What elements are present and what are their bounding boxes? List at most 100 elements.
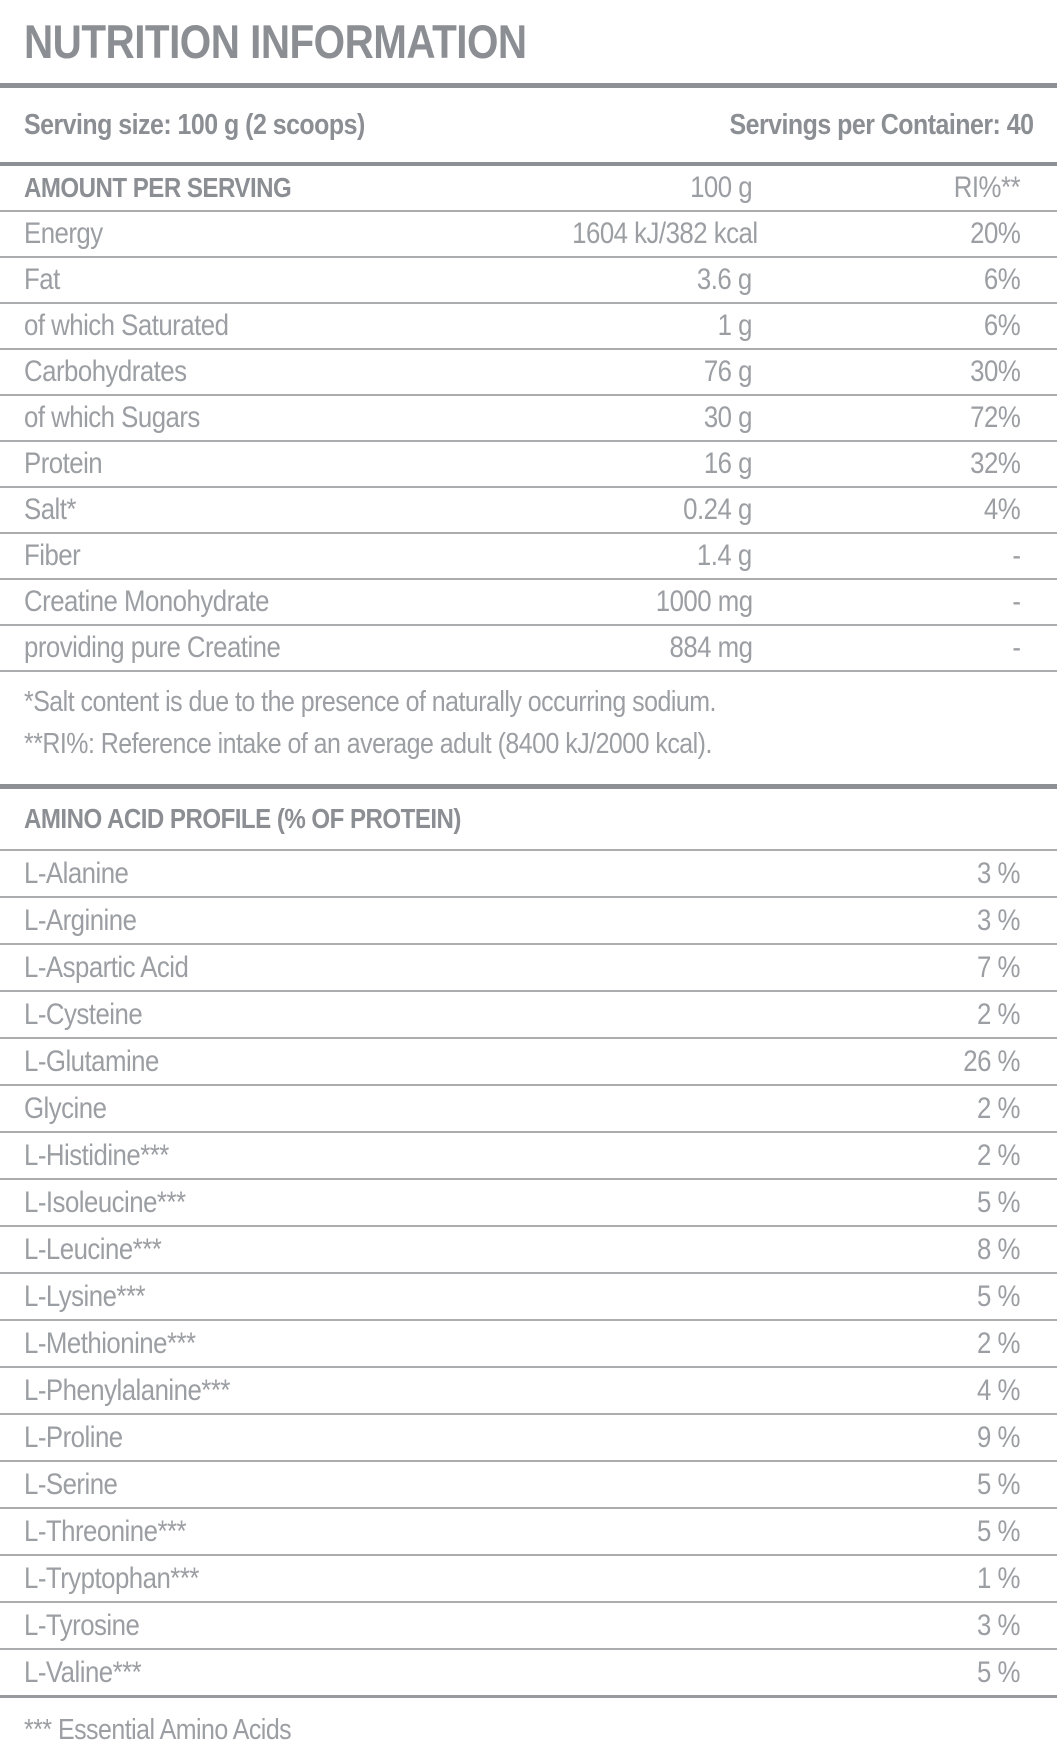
- amino-acid-name: L-Isoleucine***: [0, 1179, 723, 1227]
- nutrient-row: Fat 3.6 g 6%: [0, 257, 1057, 304]
- amino-acid-percent: 9 %: [722, 1414, 1057, 1462]
- nutrient-amount: 1 g: [542, 303, 753, 350]
- amino-acid-percent: 2 %: [722, 991, 1057, 1039]
- page-title: NUTRITION INFORMATION: [24, 15, 527, 68]
- amino-acid-name: L-Lysine***: [0, 1273, 723, 1321]
- amino-acid-percent: 3 %: [722, 897, 1057, 945]
- amino-acid-name: L-Arginine: [0, 897, 723, 945]
- nutrient-ri-percent: 4%: [752, 487, 1057, 534]
- amino-acid-row: L-Lysine*** 5 %: [0, 1273, 1057, 1321]
- amino-acid-table: L-Alanine 3 % L-Arginine 3 % L-Aspartic Acid…: [0, 851, 1057, 1698]
- amino-acid-row: L-Aspartic Acid 7 %: [0, 944, 1057, 992]
- amino-acid-row: L-Tryptophan*** 1 %: [0, 1555, 1057, 1603]
- nutrient-ri-percent: 30%: [752, 349, 1057, 396]
- nutrient-row: Fiber 1.4 g-: [0, 533, 1057, 580]
- amino-acid-row: L-Alanine 3 %: [0, 851, 1057, 898]
- amino-acid-row: L-Methionine*** 2 %: [0, 1320, 1057, 1368]
- amino-acid-row: L-Isoleucine*** 5 %: [0, 1179, 1057, 1227]
- amino-acid-row: L-Leucine*** 8 %: [0, 1226, 1057, 1274]
- nutrient-row: Salt* 0.24 g 4%: [0, 487, 1057, 534]
- amino-acid-percent: 2 %: [722, 1320, 1057, 1368]
- divider-footnotes: [0, 784, 1057, 789]
- amino-acid-row: L-Valine*** 5 %: [0, 1649, 1057, 1698]
- nutrient-ri-percent: -: [752, 625, 1057, 672]
- amino-acid-row: L-Histidine*** 2 %: [0, 1132, 1057, 1180]
- nutrient-label: Fat: [0, 257, 543, 304]
- amino-acid-name: L-Alanine: [0, 851, 723, 898]
- amino-acid-name: L-Glutamine: [0, 1038, 723, 1086]
- nutrient-amount: 1604 kJ/382 kcal: [542, 211, 758, 258]
- amino-acid-name: L-Proline: [0, 1414, 723, 1462]
- amino-acid-row: Glycine 2 %: [0, 1085, 1057, 1133]
- amino-acid-row: L-Proline 9 %: [0, 1414, 1057, 1462]
- nutrition-footnotes: *Salt content is due to the presence of …: [0, 672, 1057, 784]
- nutrient-ri-percent: 32%: [752, 441, 1057, 488]
- header-amount-column: 100 g: [542, 166, 753, 212]
- nutrient-row: Protein 16 g 32%: [0, 441, 1057, 488]
- nutrient-amount: 16 g: [542, 441, 753, 488]
- serving-band: Serving size: 100 g (2 scoops) Servings …: [0, 88, 1057, 162]
- amino-acid-name: L-Leucine***: [0, 1226, 723, 1274]
- nutrient-row: Carbohydrates 76 g 30%: [0, 349, 1057, 396]
- amino-acid-row: L-Serine 5 %: [0, 1461, 1057, 1509]
- nutrient-ri-percent: 6%: [752, 257, 1057, 304]
- servings-per-container-label: Servings per Container: 40: [729, 108, 1033, 141]
- amino-acid-percent: 7 %: [722, 944, 1057, 992]
- nutrient-label: of which Saturated: [0, 303, 543, 350]
- nutrient-amount: 1000 mg: [542, 579, 753, 626]
- nutrient-label: Protein: [0, 441, 543, 488]
- amino-profile-title: AMINO ACID PROFILE (% OF PROTEIN): [0, 789, 1057, 851]
- amino-acid-row: L-Arginine 3 %: [0, 897, 1057, 945]
- amino-acid-name: L-Serine: [0, 1461, 723, 1509]
- amino-acid-row: L-Tyrosine 3 %: [0, 1602, 1057, 1650]
- amino-acid-row: L-Phenylalanine*** 4 %: [0, 1367, 1057, 1415]
- amino-acid-percent: 3 %: [722, 1602, 1057, 1650]
- amino-acid-row: L-Cysteine 2 %: [0, 991, 1057, 1039]
- footnote-salt: *Salt content is due to the presence of …: [24, 686, 716, 718]
- nutrient-ri-percent: 20%: [752, 211, 1057, 258]
- amino-acid-percent: 5 %: [722, 1273, 1057, 1321]
- nutrient-row: of which Saturated 1 g 6%: [0, 303, 1057, 350]
- amino-acid-name: L-Tryptophan***: [0, 1555, 723, 1603]
- nutrient-label: Energy: [0, 211, 543, 258]
- nutrient-label: Fiber: [0, 533, 543, 580]
- amino-acid-row: L-Threonine*** 5 %: [0, 1508, 1057, 1556]
- nutrient-amount: 3.6 g: [542, 257, 753, 304]
- header-ri-column: RI%**: [752, 166, 1057, 212]
- header-amount-per-serving: AMOUNT PER SERVING: [0, 166, 543, 212]
- nutrition-table-body: Energy 1604 kJ/382 kcal 20% Fat 3.6 g 6% of wh…: [0, 211, 1057, 672]
- amino-acid-percent: 2 %: [722, 1085, 1057, 1133]
- amino-acid-name: L-Threonine***: [0, 1508, 723, 1556]
- amino-acid-name: L-Tyrosine: [0, 1602, 723, 1650]
- nutrient-ri-percent: -: [752, 533, 1057, 580]
- amino-acid-name: L-Methionine***: [0, 1320, 723, 1368]
- amino-acid-percent: 5 %: [722, 1179, 1057, 1227]
- divider-title: [0, 83, 1057, 88]
- nutrient-label: Salt*: [0, 487, 543, 534]
- amino-acid-percent: 3 %: [722, 851, 1057, 898]
- nutrient-label: Carbohydrates: [0, 349, 543, 396]
- amino-acid-percent: 8 %: [722, 1226, 1057, 1274]
- title-band: NUTRITION INFORMATION: [0, 0, 1057, 83]
- amino-acid-name: Glycine: [0, 1085, 723, 1133]
- nutrient-label: Creatine Monohydrate: [0, 579, 543, 626]
- amino-acid-row: L-Glutamine 26 %: [0, 1038, 1057, 1086]
- nutrient-label: providing pure Creatine: [0, 625, 543, 672]
- nutrient-ri-percent: 6%: [752, 303, 1057, 350]
- nutrient-row: Energy 1604 kJ/382 kcal 20%: [0, 211, 1057, 258]
- amino-acid-name: L-Valine***: [0, 1649, 723, 1698]
- amino-acid-percent: 5 %: [722, 1649, 1057, 1698]
- nutrient-row: providing pure Creatine 884 mg -: [0, 625, 1057, 672]
- amino-acid-percent: 26 %: [722, 1038, 1057, 1086]
- amino-acid-percent: 5 %: [722, 1508, 1057, 1556]
- amino-acid-name: L-Histidine***: [0, 1132, 723, 1180]
- amino-acid-name: L-Cysteine: [0, 991, 723, 1039]
- nutrient-amount: 30 g: [542, 395, 753, 442]
- nutrition-header-row: AMOUNT PER SERVING 100 g RI%**: [0, 166, 1057, 212]
- nutrient-ri-percent: -: [752, 579, 1057, 626]
- amino-acid-percent: 4 %: [722, 1367, 1057, 1415]
- amino-acid-percent: 1 %: [722, 1555, 1057, 1603]
- amino-acid-percent: 5 %: [722, 1461, 1057, 1509]
- nutrition-table: AMOUNT PER SERVING 100 g RI%** Energy 160…: [0, 166, 1057, 672]
- amino-acid-percent: 2 %: [722, 1132, 1057, 1180]
